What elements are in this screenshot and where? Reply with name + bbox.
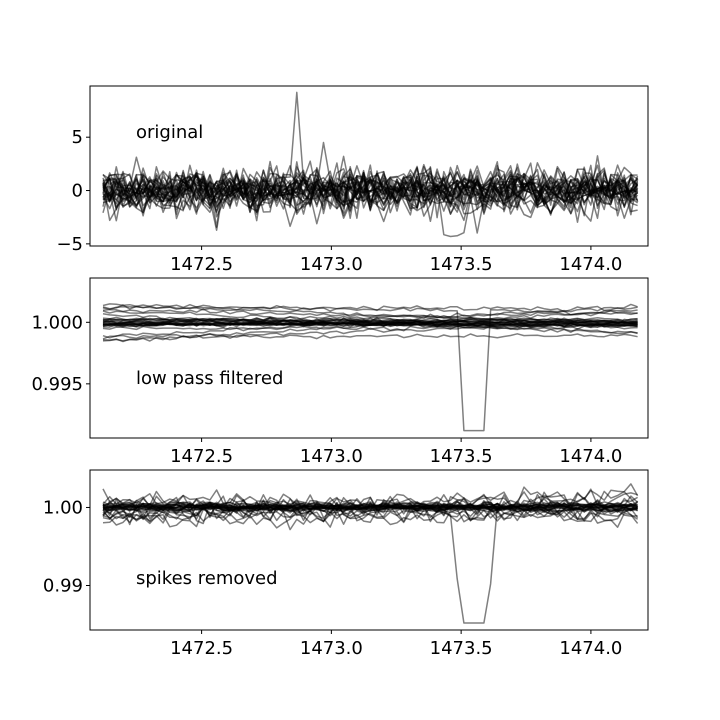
y-tick-label: 0.99 [43,576,83,597]
series-line [102,317,638,326]
series-line [102,320,638,328]
panel-low-pass-filtered-label: low pass filtered [136,368,283,389]
panel-spikes-removed-label: spikes removed [136,568,278,589]
series-line [102,164,639,223]
x-tick-label: 1473.0 [300,254,363,275]
x-tick-label: 1472.5 [170,254,233,275]
y-tick-label: −5 [56,234,83,255]
x-tick-label: 1474.0 [559,446,622,467]
panel-original-y-axis: −5 0 5 [56,127,90,255]
x-tick-label: 1474.0 [559,638,622,659]
y-tick-label: 5 [72,127,83,148]
panel-original-frame [89,85,649,247]
panel-original-label: original [136,122,203,143]
x-tick-label: 1473.5 [430,446,493,467]
x-tick-label: 1473.5 [430,254,493,275]
panel-spikes-removed-traces [102,483,639,624]
panel-spikes-removed: 1472.5 1473.0 1473.5 1474.0 0.99 1.00 spikes… [43,469,649,659]
x-tick-label: 1472.5 [170,638,233,659]
panel-spikes-removed-y-axis: 0.99 1.00 [43,497,90,597]
x-tick-label: 1472.5 [170,446,233,467]
x-tick-label: 1474.0 [559,254,622,275]
y-tick-label: 1.00 [43,497,83,518]
panel-original: 1472.5 1473.0 1473.5 1474.0 −5 0 5 original [56,85,649,275]
panel-low-pass-filtered: 1472.5 1473.0 1473.5 1474.0 0.995 1.000 low … [31,277,649,467]
y-tick-label: 0.995 [31,374,83,395]
panel-spikes-removed-x-axis: 1472.5 1473.0 1473.5 1474.0 [170,630,622,659]
y-tick-label: 0 [72,181,83,202]
panel-low-pass-filtered-frame [89,277,649,439]
x-tick-label: 1473.0 [300,638,363,659]
series-line [102,333,638,340]
series-line [102,161,638,217]
panel-low-pass-filtered-x-axis: 1472.5 1473.0 1473.5 1474.0 [170,438,622,467]
panel-original-x-axis: 1472.5 1473.0 1473.5 1474.0 [170,246,622,275]
series-line [102,503,639,531]
x-tick-label: 1473.0 [300,446,363,467]
series-line [102,501,638,512]
panel-low-pass-filtered-traces [102,303,638,432]
y-tick-label: 1.000 [31,312,83,333]
series-line [102,304,638,313]
panel-low-pass-filtered-y-axis: 0.995 1.000 [31,312,90,395]
series-line [102,324,638,332]
x-tick-label: 1473.5 [430,638,493,659]
panel-original-traces [102,91,639,238]
series-line [102,160,639,217]
panel-spikes-removed-frame [89,469,649,631]
